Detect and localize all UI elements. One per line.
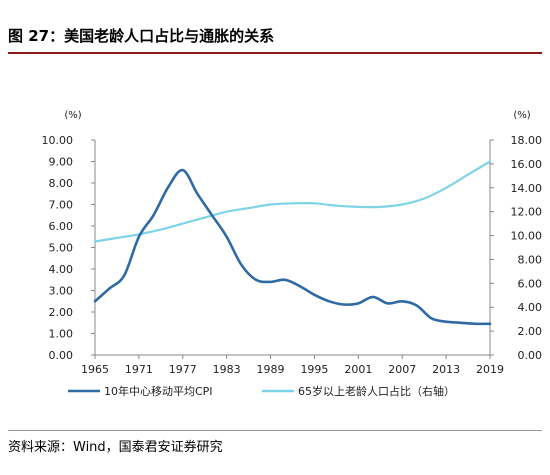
x-tick-label: 1965	[81, 363, 109, 376]
left-tick-label: 1.00	[49, 328, 74, 341]
right-tick-label: 12.00	[511, 206, 543, 219]
left-tick-label: 5.00	[49, 242, 74, 255]
aging-series-line	[93, 160, 492, 243]
right-tick-label: 2.00	[518, 325, 543, 338]
left-tick-label: 7.00	[49, 199, 74, 212]
left-tick-label: 9.00	[49, 156, 74, 169]
legend-cpi-label: 10年中心移动平均CPI	[104, 384, 213, 398]
right-tick-label: 14.00	[511, 182, 543, 195]
right-tick-label: 8.00	[518, 253, 543, 266]
x-tick-label: 2007	[388, 363, 416, 376]
left-tick-label: 6.00	[49, 220, 74, 233]
left-axis-unit: (%)	[64, 110, 81, 121]
right-tick-label: 0.00	[518, 349, 543, 362]
chart-legend: 10年中心移动平均CPI 65岁以上老龄人口占比（右轴）	[68, 384, 455, 398]
left-tick-label: 3.00	[49, 285, 74, 298]
x-tick-label: 1995	[300, 363, 328, 376]
x-tick-label: 2001	[344, 363, 372, 376]
right-tick-label: 6.00	[518, 277, 543, 290]
source-note: 资料来源：Wind，国泰君安证券研究	[8, 430, 542, 455]
figure-title: 图 27：美国老龄人口占比与通胀的关系	[8, 25, 542, 54]
chart-series	[93, 160, 492, 326]
right-tick-label: 10.00	[511, 230, 543, 243]
right-tick-label: 18.00	[511, 134, 543, 147]
x-tick-label: 2019	[476, 363, 504, 376]
left-tick-label: 2.00	[49, 306, 74, 319]
x-tick-label: 1983	[213, 363, 241, 376]
left-tick-label: 0.00	[49, 349, 74, 362]
x-tick-label: 2013	[432, 363, 460, 376]
right-tick-label: 4.00	[518, 301, 543, 314]
right-axis-unit: (%)	[513, 110, 530, 121]
x-tick-label: 1971	[125, 363, 153, 376]
chart-axes: (%) (%) 0.00 1.00 2.00 3.00 4.00 5.00 6.00 7.00 8.…	[42, 110, 543, 376]
right-tick-label: 16.00	[511, 158, 543, 171]
x-tick-label: 1977	[169, 363, 197, 376]
left-tick-label: 10.00	[42, 134, 74, 147]
chart: (%) (%) 0.00 1.00 2.00 3.00 4.00 5.00 6.00 7.00 8.…	[42, 110, 543, 398]
left-tick-label: 8.00	[49, 177, 74, 190]
cpi-series-line	[93, 168, 492, 326]
legend-aging-label: 65岁以上老龄人口占比（右轴）	[298, 384, 455, 398]
left-tick-label: 4.00	[49, 263, 74, 276]
x-tick-label: 1989	[257, 363, 285, 376]
